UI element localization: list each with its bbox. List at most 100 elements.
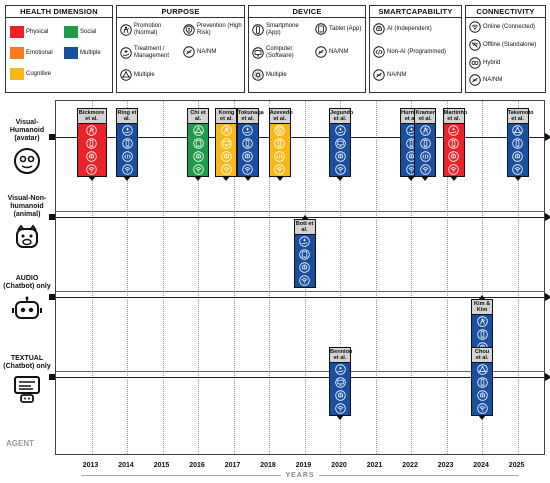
lane-separator: [56, 291, 544, 292]
study-name: Takemoto et al.: [507, 109, 534, 124]
study-attribute: [330, 137, 350, 150]
legend-health-item-3: Multiple: [64, 47, 114, 59]
lane-start-marker: [49, 294, 55, 300]
study-attribute: [472, 376, 492, 389]
year-gridline: [198, 101, 200, 454]
legend-connectivity: CONNECTIVITY Online (Connected) Offline (…: [465, 5, 546, 93]
legend-health-item-0: Physical: [10, 26, 65, 38]
tablet-icon: [299, 249, 310, 260]
year-gridline: [340, 101, 342, 454]
slashed-circle-icon: NA: [469, 74, 481, 86]
study-marker: Jegundo et al.: [329, 108, 353, 181]
ai-brain-icon: [299, 262, 310, 273]
study-attribute: [188, 150, 208, 163]
code-icon: [121, 151, 133, 162]
study-attribute: [444, 150, 464, 163]
legend-label: Tablet (App): [329, 25, 362, 32]
timeline-chart: Bickmore et al. Ring et al. Chi et al. Koni…: [0, 97, 550, 483]
legend-smart-item-2: NA NA/NM: [373, 69, 461, 81]
year-gridline: [482, 101, 484, 454]
study-attribute: [295, 274, 315, 287]
study-pointer: [243, 176, 252, 181]
study-attribute: [270, 124, 290, 137]
legend-smartcapability: SMARTCAPABILITY AI (Independent) Non-AI (…: [369, 5, 462, 93]
study-pointer: [336, 415, 345, 420]
study-attribute: [238, 124, 258, 137]
legend-purpose-item-3: NA NA/NM: [183, 46, 243, 58]
slashed-circle-icon: NA: [373, 69, 385, 81]
year-gridline: [517, 101, 519, 454]
year-gridline: [375, 101, 377, 454]
study-attribute: [117, 163, 137, 176]
study-pointer: [421, 176, 430, 181]
code-icon: [274, 151, 285, 162]
study-attribute: [508, 124, 528, 137]
study-marker: Bott et al.: [293, 215, 316, 288]
legend-purpose-title: PURPOSE: [117, 6, 244, 18]
study-marker: Chou et al.: [471, 347, 494, 420]
study-pointer: [513, 176, 522, 181]
study-attribute: [330, 376, 350, 389]
study-name: Bennion et al.: [330, 348, 353, 363]
hand-cross-icon: [242, 125, 253, 136]
legend-label: AI (Independent): [387, 25, 432, 32]
study-attribute: [117, 137, 137, 150]
study-attribute: [295, 261, 315, 274]
legend-device: DEVICE Smartphone (App) Tablet (App) Compu…: [248, 5, 366, 93]
study-marker: Takemoto et al.: [506, 108, 534, 181]
wifi-icon: [476, 403, 488, 414]
hybrid-icon: [469, 57, 481, 69]
legend-health-title: HEALTH DIMENSION: [6, 6, 112, 18]
study-attribute: [188, 163, 208, 176]
smartphone-icon: [448, 138, 459, 149]
agent-1: Visual-Non-humanoid (animal): [0, 195, 54, 252]
study-pointer: [275, 176, 284, 181]
legend-purpose-item-2: Treatment / Management: [120, 46, 184, 59]
lane-arrow-icon: [545, 373, 550, 381]
wifi-icon: [469, 21, 481, 33]
x-tick-label: 2019: [295, 462, 312, 469]
study-attribute: [270, 137, 290, 150]
study-attribute: [330, 402, 350, 415]
study-marker: Tokunaga et al.: [236, 108, 264, 181]
hand-cross-icon: [121, 125, 133, 136]
study-marker: Bennion et al.: [329, 347, 353, 420]
shield-person-icon: [274, 125, 285, 136]
robot-head-icon: [12, 296, 42, 319]
study-attribute: [330, 163, 350, 176]
ai-brain-icon: [334, 151, 346, 162]
year-gridline: [162, 101, 164, 454]
computer-icon: [252, 46, 264, 59]
legend-device-item-1: Tablet (App): [315, 23, 367, 35]
study-attribute: [78, 150, 106, 163]
study-attribute: [472, 402, 492, 415]
legend-label: Smartphone (App): [266, 23, 299, 36]
study-attribute: [444, 163, 464, 176]
study-attribute: [472, 363, 492, 376]
study-attribute: [78, 137, 106, 150]
x-tick-label: 2016: [189, 462, 205, 469]
study-attribute: [330, 150, 350, 163]
lane-arrow-icon: [545, 133, 550, 141]
ai-brain-icon: [86, 151, 97, 162]
x-tick-label: 2023: [437, 462, 454, 469]
study-attribute: [472, 315, 492, 328]
study-pointer: [478, 295, 487, 300]
legend-device-item-2: Computer (Software): [252, 46, 314, 59]
agent-3: TEXTUAL (Chatbot) only: [0, 355, 54, 404]
study-name: Bott et al.: [294, 220, 315, 235]
ai-brain-icon: [242, 151, 253, 162]
study-attribute: [330, 124, 350, 137]
study-marker: Bickmore et al.: [76, 108, 107, 181]
ai-brain-icon: [334, 390, 346, 401]
wifi-icon: [192, 164, 204, 175]
agent-label: TEXTUAL (Chatbot) only: [3, 355, 51, 370]
study-attribute: [330, 363, 350, 376]
study-attribute: [508, 137, 528, 150]
hand-cross-icon: [299, 236, 310, 247]
legend-device-item-0: Smartphone (App): [252, 23, 314, 36]
triangle-nodes-icon: [512, 125, 523, 136]
study-pointer: [478, 415, 487, 420]
lane-timeline-1: [49, 213, 550, 221]
study-name: Kim & Kim: [472, 300, 493, 315]
